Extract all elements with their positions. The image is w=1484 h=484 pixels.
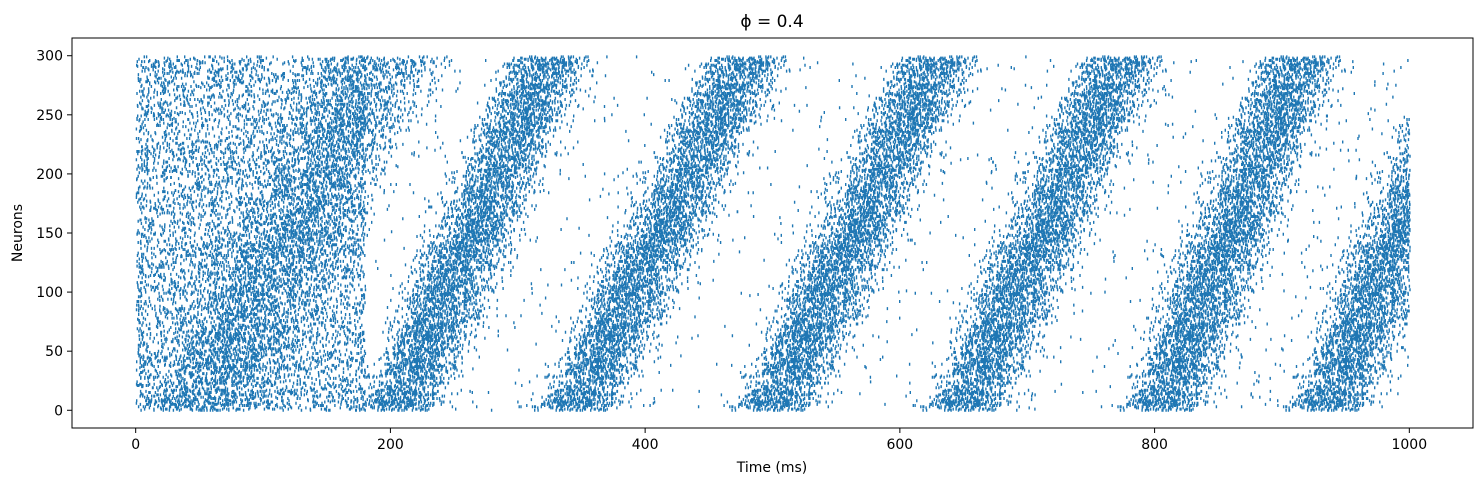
x-tick-label: 200 (377, 437, 404, 453)
x-tick-label: 400 (632, 437, 659, 453)
x-tick-label: 0 (131, 437, 140, 453)
spike-markers (135, 55, 1411, 412)
y-tick-label: 200 (36, 167, 63, 183)
x-axis-label: Time (ms) (736, 460, 808, 476)
x-axis-ticks: 0 200 400 600 800 1000 (131, 428, 1427, 453)
y-tick-label: 0 (54, 403, 63, 419)
x-tick-label: 1000 (1391, 437, 1427, 453)
chart-title: ϕ = 0.4 (740, 12, 803, 32)
x-tick-label: 800 (1141, 437, 1168, 453)
y-axis-ticks: 0 50 100 150 200 250 300 (36, 49, 72, 419)
spike-raster (135, 55, 1411, 412)
y-tick-label: 100 (36, 285, 63, 301)
x-tick-label: 600 (886, 437, 913, 453)
y-axis-label: Neurons (10, 204, 26, 262)
y-tick-label: 300 (36, 49, 63, 65)
y-tick-label: 250 (36, 108, 63, 124)
y-tick-label: 150 (36, 226, 63, 242)
y-tick-label: 50 (45, 344, 63, 360)
